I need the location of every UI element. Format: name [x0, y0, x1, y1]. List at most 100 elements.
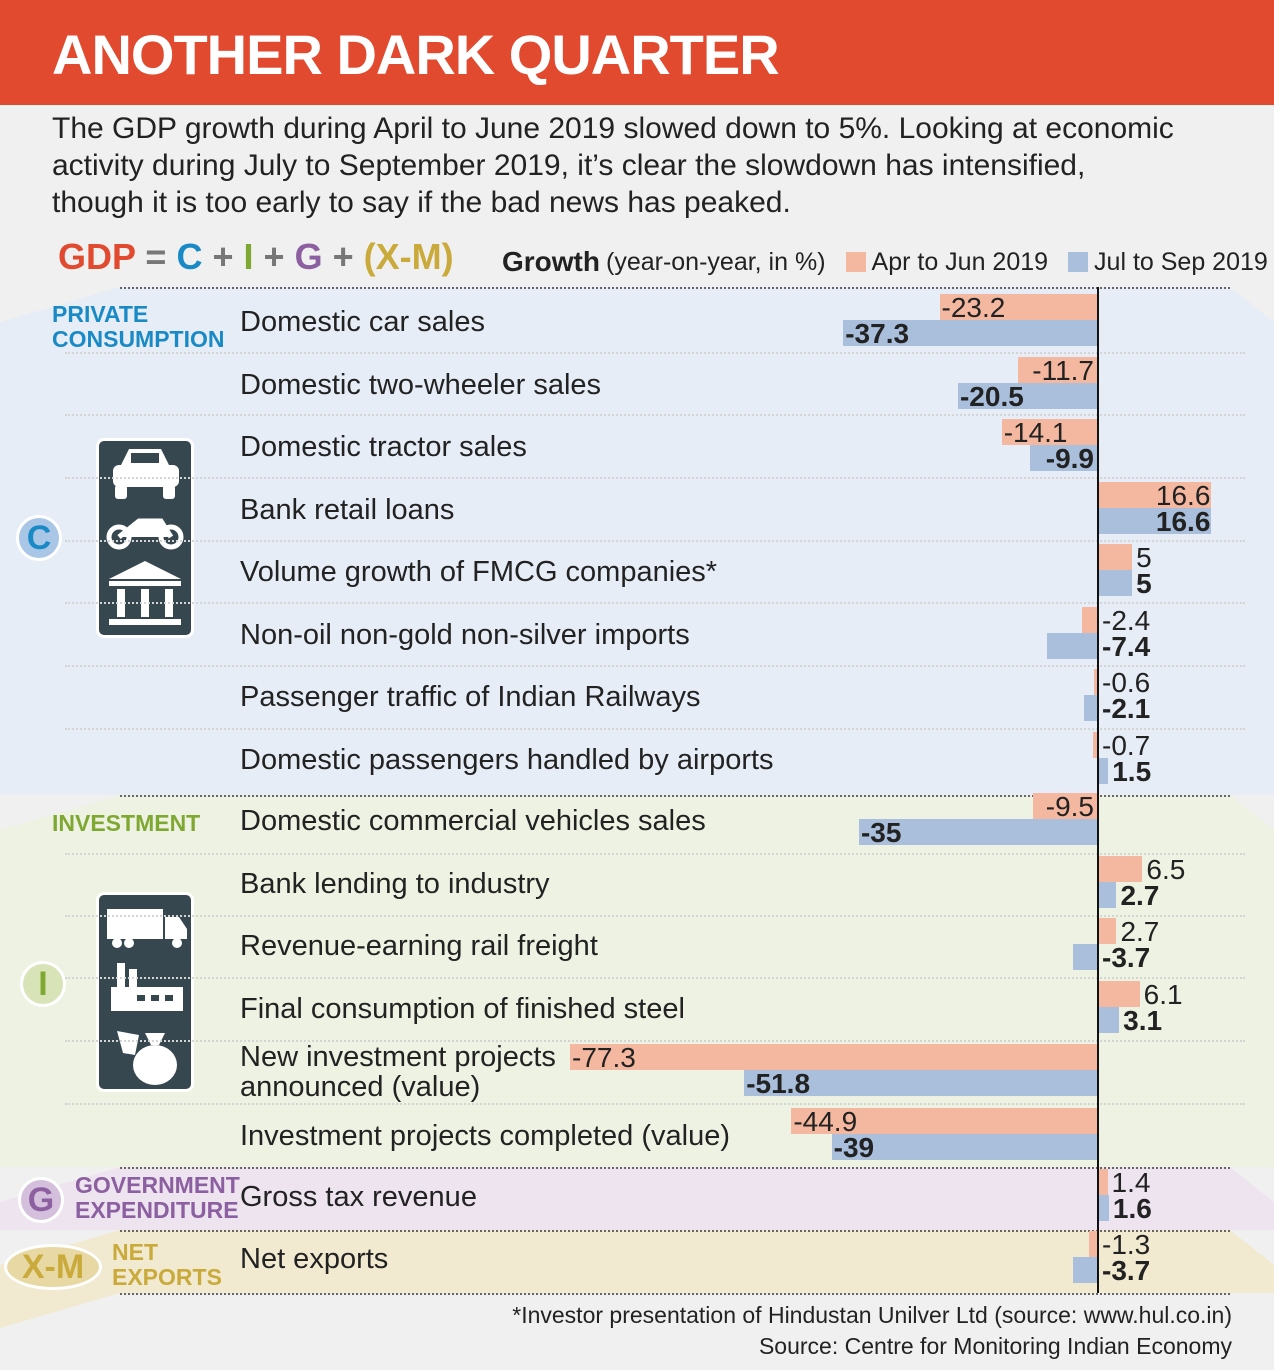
value-label-jul-sep: 16.6 — [1155, 506, 1211, 537]
label-line: EXPORTS — [112, 1264, 222, 1290]
bar-apr-jun — [1098, 482, 1212, 508]
c-badge: C — [16, 515, 62, 561]
bar-jul-sep — [1083, 695, 1098, 721]
value-label-apr-jun: -2.4 — [1102, 605, 1151, 636]
row-label: Final consumption of finished steel — [240, 994, 685, 1024]
divider — [120, 1230, 1230, 1232]
row-label-line: Passenger traffic of Indian Railways — [240, 681, 701, 713]
bar-apr-jun — [939, 294, 1098, 320]
bar-jul-sep — [1072, 1257, 1098, 1283]
value-label-jul-sep: 2.7 — [1120, 880, 1160, 911]
page-title: ANOTHER DARK QUARTER — [52, 23, 780, 86]
row-separator — [65, 728, 1245, 730]
label-line: CONSUMPTION — [52, 326, 225, 352]
row-separator — [65, 352, 1245, 354]
row-separator — [65, 853, 1245, 855]
row-label-line: Domestic two-wheeler sales — [240, 369, 602, 401]
value-label-jul-sep: -39 — [833, 1132, 875, 1163]
car-icon — [113, 449, 179, 499]
formula-plus: + — [212, 236, 234, 277]
value-label-apr-jun: -9.5 — [1045, 791, 1094, 822]
value-label-apr-jun: 6.5 — [1146, 854, 1186, 885]
consumption-icons — [96, 438, 194, 638]
value-label-apr-jun: -11.7 — [1032, 355, 1094, 386]
zero-axis — [1097, 287, 1099, 1293]
legend-label-jul: Jul to Sep 2019 — [1094, 247, 1268, 276]
row-label: Gross tax revenue — [240, 1182, 477, 1212]
row-label: Passenger traffic of Indian Railways — [240, 682, 700, 712]
row-label-line: Bank retail loans — [240, 494, 455, 526]
row-label: Revenue-earning rail freight — [240, 931, 598, 961]
value-label-jul-sep: -3.7 — [1102, 942, 1151, 973]
row-label: Bank retail loans — [240, 495, 454, 525]
label-line: GOVERNMENT — [75, 1172, 240, 1198]
bar-apr-jun — [1093, 669, 1098, 695]
row-label-line: Gross tax revenue — [240, 1181, 477, 1213]
value-label-apr-jun: -1.3 — [1102, 1229, 1151, 1260]
row-label: New investment projects announced (value) — [240, 1042, 556, 1102]
chart-subtitle: (year-on-year, in %) — [606, 247, 826, 276]
truck-icon — [107, 909, 187, 948]
formula-i: I — [243, 236, 254, 277]
value-label-apr-jun: -77.3 — [572, 1042, 636, 1073]
label-line: PRIVATE — [52, 301, 149, 327]
row-label-line: Domestic car sales — [240, 306, 485, 338]
value-label-apr-jun: 2.7 — [1120, 916, 1160, 947]
bar-apr-jun — [1018, 357, 1098, 383]
row-label: Domestic two-wheeler sales — [240, 370, 601, 400]
band-government — [0, 1167, 1274, 1230]
row-separator — [65, 414, 1245, 416]
bar-jul-sep — [1047, 633, 1098, 659]
value-label-jul-sep: -35 — [860, 817, 902, 848]
value-label-apr-jun: -23.2 — [941, 292, 1006, 323]
value-label-apr-jun: -14.1 — [1003, 417, 1068, 448]
bar-apr-jun — [570, 1044, 1098, 1070]
header-bar — [0, 0, 1274, 105]
row-label: Volume growth of FMCG companies* — [240, 557, 717, 587]
section-label-investment: INVESTMENT — [52, 810, 201, 836]
value-label-jul-sep: -2.1 — [1102, 693, 1151, 724]
section-label-consumption: PRIVATE CONSUMPTION — [52, 302, 225, 352]
legend-swatch-apr — [845, 252, 866, 272]
formula-plus: + — [332, 236, 354, 277]
band-tail — [0, 1293, 120, 1328]
row-label: Investment projects completed (value) — [240, 1121, 730, 1151]
formula-gdp: GDP — [58, 236, 136, 277]
bar-apr-jun — [1093, 732, 1098, 758]
row-label-line: Final consumption of finished steel — [240, 993, 685, 1025]
bar-apr-jun — [791, 1108, 1098, 1134]
value-label-jul-sep: 1.6 — [1112, 1193, 1152, 1224]
value-label-jul-sep: -3.7 — [1102, 1255, 1151, 1286]
factory-icon — [111, 963, 183, 1011]
label-line: NET — [112, 1239, 158, 1265]
chart-legend: Growth (year-on-year, in %) Apr to Jun 2… — [502, 246, 1268, 278]
value-label-jul-sep: -51.8 — [746, 1068, 811, 1099]
chart-title: Growth — [502, 246, 600, 277]
row-label: Domestic commercial vehicles sales — [240, 806, 706, 836]
row-separator — [65, 915, 1245, 917]
value-label-jul-sep: 1.5 — [1112, 756, 1152, 787]
formula-plus: + — [263, 236, 285, 277]
intro-text: The GDP growth during April to June 2019… — [52, 112, 1174, 219]
formula-xm: (X-M) — [363, 236, 454, 277]
bar-jul-sep — [1098, 1007, 1120, 1033]
bar-apr-jun — [1001, 419, 1098, 445]
legend-label-apr: Apr to Jun 2019 — [871, 247, 1049, 276]
section-label-net-exports: NET EXPORTS — [112, 1240, 222, 1290]
row-label: Bank lending to industry — [240, 869, 550, 899]
bar-apr-jun — [1081, 607, 1098, 633]
bar-jul-sep — [1098, 758, 1109, 784]
row-label: Domestic car sales — [240, 307, 485, 337]
section-label-government: GOVERNMENT EXPENDITURE — [75, 1173, 240, 1223]
value-label-jul-sep: 3.1 — [1123, 1005, 1163, 1036]
row-label-line: Domestic tractor sales — [240, 431, 527, 463]
row-label: Domestic tractor sales — [240, 432, 527, 462]
money-bag-icon — [117, 1031, 177, 1085]
bar-jul-sep — [858, 819, 1098, 845]
bar-apr-jun — [1098, 981, 1140, 1007]
bar-apr-jun — [1098, 544, 1133, 570]
label-line: EXPENDITURE — [75, 1197, 239, 1223]
motorbike-icon — [106, 518, 184, 550]
footnotes: *Investor presentation of Hindustan Unil… — [512, 1300, 1232, 1362]
row-separator — [65, 477, 1245, 479]
